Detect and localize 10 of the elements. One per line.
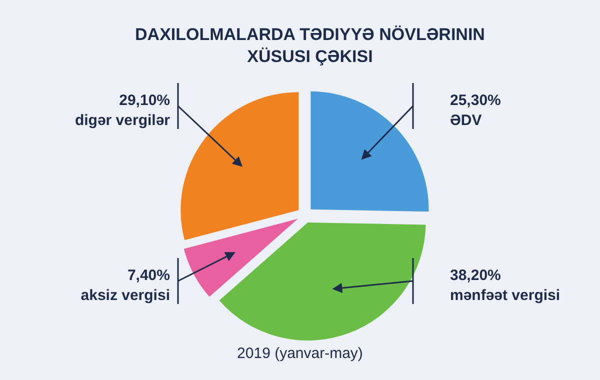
data-label: 38,20% [450,267,501,284]
slice-label: ƏDV [450,112,482,129]
data-label: 7,40% [127,267,170,284]
slice-label: aksiz vergisi [80,287,170,304]
chart-title: DAXILOLMALARDA TƏDIYYƏ NÖVLƏRININ XÜSUSI ÇƏKISI [135,25,485,66]
text: 2019 (yanvar-may) [237,345,363,362]
slice-label: digər vergilər [74,112,170,129]
data-label: 29,10% [119,92,170,109]
data-label: 25,30% [450,92,501,109]
slice-label: mənfəət vergisi [450,287,560,304]
